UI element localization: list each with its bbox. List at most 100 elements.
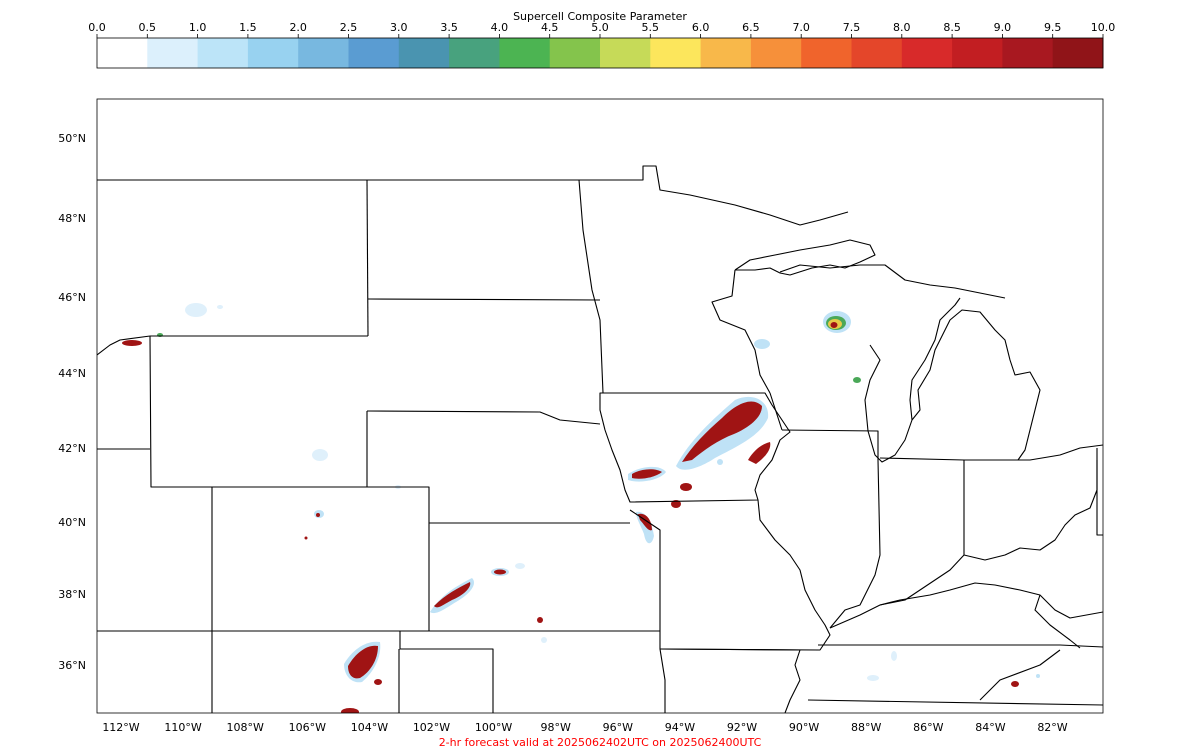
state-missouri (659, 499, 831, 651)
colorbar-title: Supercell Composite Parameter (513, 10, 687, 23)
scp-shade-high (494, 569, 506, 575)
colorbar-swatch (1002, 38, 1054, 68)
longitude-label: 86°W (913, 721, 943, 734)
state-minnesota (578, 179, 604, 394)
colorbar-swatch (298, 38, 349, 68)
longitude-label: 110°W (164, 721, 201, 734)
scp-shade-high (374, 679, 382, 685)
latitude-label: 36°N (58, 659, 86, 672)
colorbar-swatch (952, 38, 1003, 68)
colorbar-swatches (97, 38, 1104, 68)
scp-cell-scattered (122, 303, 1040, 687)
colorbar-swatch (147, 38, 199, 68)
latitude-label: 44°N (58, 367, 86, 380)
state-nd-sd (367, 298, 601, 301)
state-kentucky (829, 582, 1103, 629)
colorbar-swatch (398, 38, 450, 68)
colorbar-tick-label: 5.5 (642, 21, 660, 34)
colorbar-swatch (700, 38, 752, 68)
colorbar-tick-label: 1.5 (239, 21, 257, 34)
colorbar-tick-label: 0.5 (139, 21, 157, 34)
longitude-label: 102°W (413, 721, 450, 734)
colorbar-swatch (348, 38, 400, 68)
colorbar-tick-label: 2.0 (289, 21, 307, 34)
longitude-label: 88°W (851, 721, 881, 734)
longitude-label: 96°W (603, 721, 633, 734)
state-sd-ne (366, 410, 601, 425)
colorbar-tick-label: 3.5 (440, 21, 458, 34)
state-nebraska (367, 486, 630, 524)
scp-shade-low (1036, 674, 1040, 678)
colorbar-swatch (600, 38, 651, 68)
longitude-labels: 112°W 110°W 108°W 106°W 104°W 102°W 100°W 98°W 9… (102, 721, 1067, 734)
state-arkansas (659, 648, 801, 713)
state-idaho (97, 335, 151, 450)
scp-shade-low (754, 339, 770, 349)
map-panel: 50°N48°N46°N44°N42°N40°N38°N36°N 112°W 11… (58, 98, 1104, 734)
state-wyoming (149, 335, 368, 488)
longitude-label: 94°W (665, 721, 695, 734)
scp-shade-faint (867, 675, 879, 681)
scp-shade-high (680, 483, 692, 491)
state-michigan (911, 309, 1041, 461)
latitude-label: 50°N (58, 132, 86, 145)
scp-shade-faint (891, 651, 897, 661)
scp-shade-faint (541, 637, 547, 643)
upper-peninsula (779, 264, 1006, 299)
scp-shade-high (434, 582, 471, 608)
scp-shade-green (853, 377, 861, 383)
colorbar-swatch (851, 38, 903, 68)
scp-shade-faint (312, 449, 328, 461)
state-iowa (599, 392, 791, 503)
colorbar-frame (96, 37, 1104, 69)
scp-cell-wisconsin (823, 311, 851, 333)
state-wisconsin (769, 344, 881, 432)
scp-shade-high (304, 536, 308, 540)
latitude-label: 40°N (58, 516, 86, 529)
map-frame (96, 98, 1104, 714)
colorbar-tick-label: 6.5 (742, 21, 760, 34)
state-colorado (211, 487, 430, 632)
colorbar-swatch (247, 38, 299, 68)
scp-shading (122, 303, 1040, 713)
state-tennessee (818, 644, 1103, 648)
colorbar-swatch (750, 38, 802, 68)
scp-shade-high (1011, 681, 1019, 687)
colorbar-swatch (901, 38, 953, 68)
scp-shade-high (632, 469, 662, 479)
state-kansas (429, 509, 661, 632)
colorbar-swatch (97, 38, 148, 68)
latitude-labels: 50°N 48°N 46°N 44°N 42°N 40°N 38°N 36°N (58, 132, 86, 672)
state-montana (366, 179, 369, 337)
scp-shade-high (682, 401, 762, 462)
scp-shade-faint (217, 305, 223, 309)
colorbar-tick-label: 4.5 (541, 21, 559, 34)
longitude-label: 108°W (227, 721, 264, 734)
colorbar-swatch (1052, 38, 1104, 68)
colorbar-tick-label: 9.5 (1044, 21, 1062, 34)
state-oklahoma (398, 631, 494, 713)
latitude-label: 46°N (58, 291, 86, 304)
colorbar-ticks: 0.0 0.5 1.0 1.5 2.0 2.5 3.0 3.5 4.0 4.5 5.0 5.5 6.0 6… (88, 21, 1115, 38)
scp-shade-high (348, 645, 378, 679)
colorbar-tick-label: 1.0 (189, 21, 207, 34)
scp-shade-high (316, 513, 320, 517)
longitude-label: 112°W (102, 721, 139, 734)
scp-shade-faint (185, 303, 207, 317)
state-pennsylvania (1096, 448, 1103, 536)
longitude-label: 106°W (289, 721, 326, 734)
scp-cell-kansas (430, 563, 543, 623)
scp-shade-low (717, 459, 723, 465)
colorbar-swatch (650, 38, 702, 68)
latitude-label: 42°N (58, 442, 86, 455)
longitude-label: 92°W (727, 721, 757, 734)
longitude-label: 82°W (1037, 721, 1067, 734)
scp-shade-high (537, 617, 543, 623)
colorbar-tick-label: 8.5 (943, 21, 961, 34)
colorbar-swatch (197, 38, 249, 68)
longitude-label: 84°W (975, 721, 1005, 734)
latitude-label: 38°N (58, 588, 86, 601)
colorbar-tick-label: 10.0 (1091, 21, 1116, 34)
colorbar-tick-label: 9.0 (994, 21, 1012, 34)
